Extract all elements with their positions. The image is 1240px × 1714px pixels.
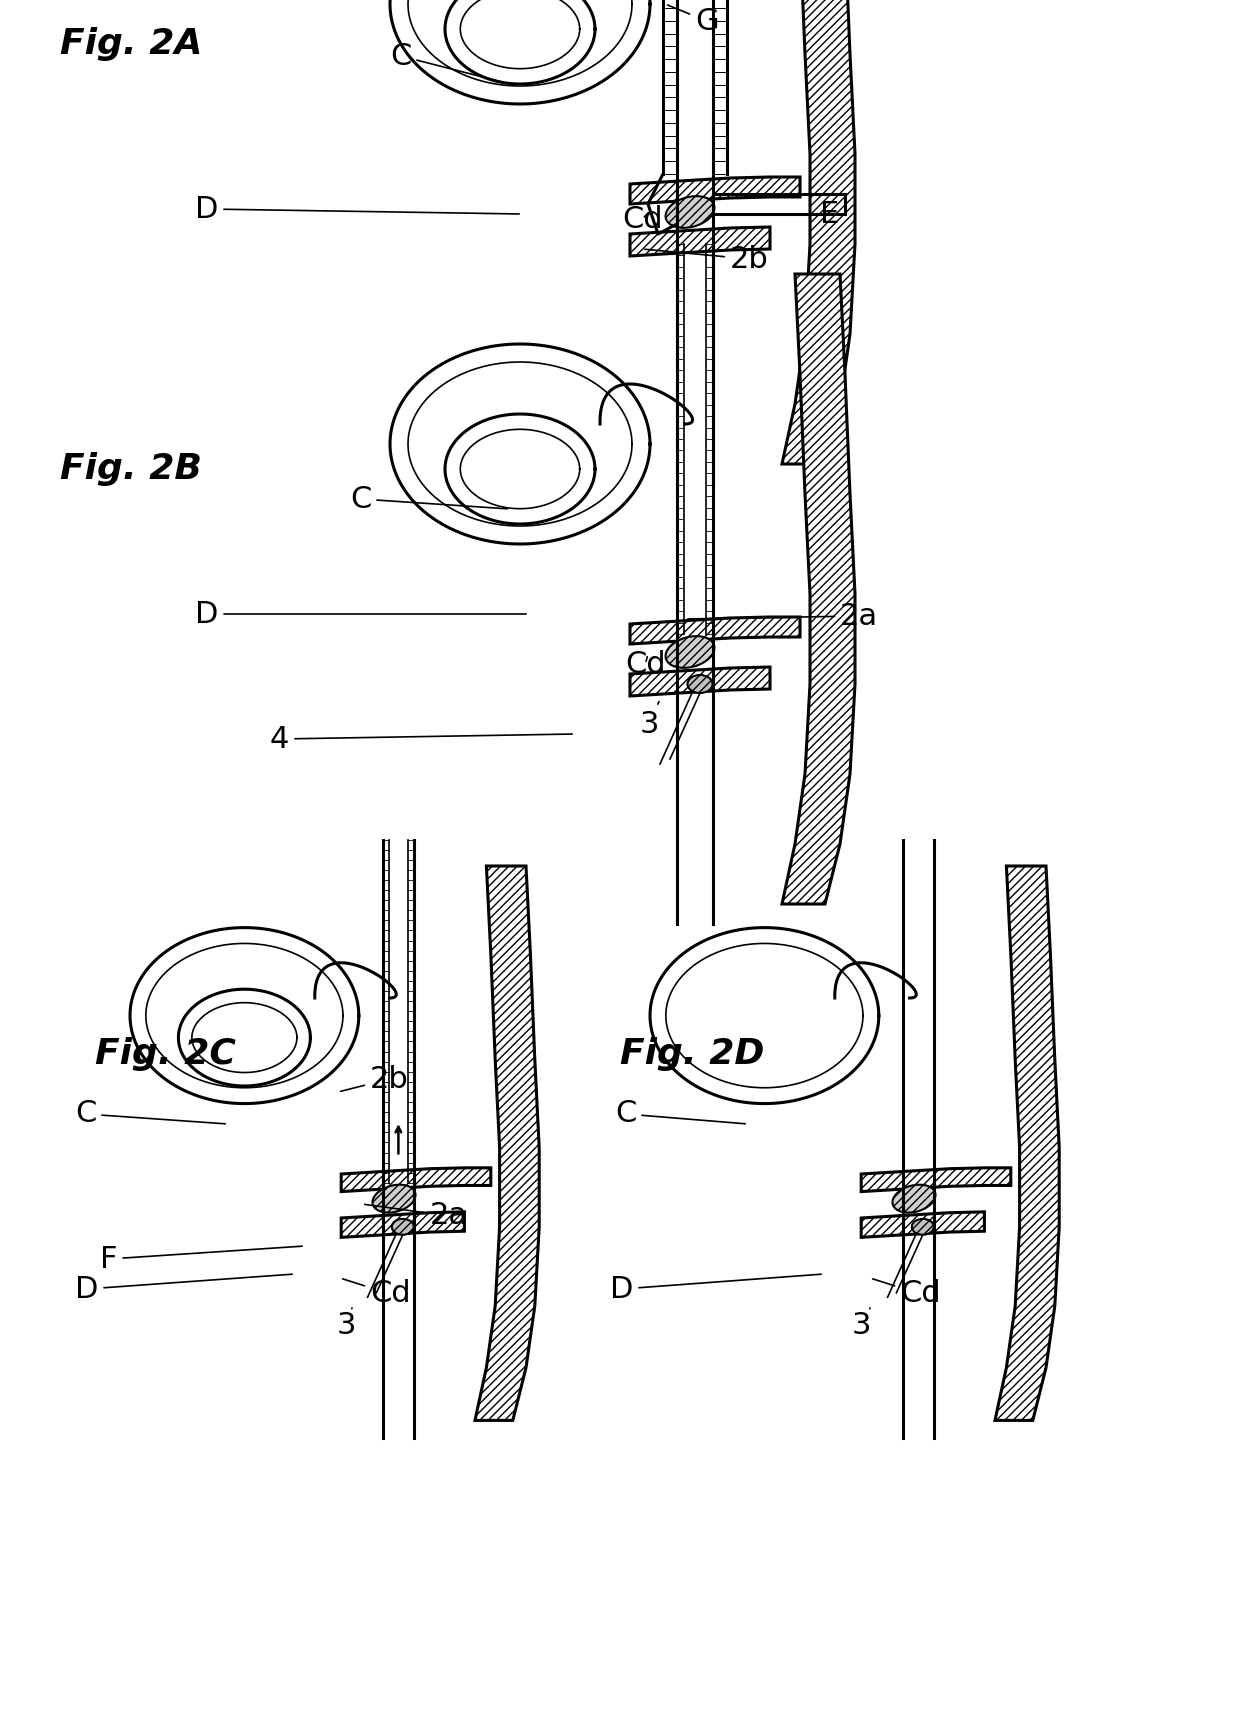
Ellipse shape	[687, 675, 713, 692]
Text: 3: 3	[337, 1308, 357, 1340]
Ellipse shape	[666, 636, 714, 668]
Text: C: C	[350, 485, 507, 514]
Polygon shape	[782, 274, 856, 903]
Text: Cd: Cd	[873, 1279, 941, 1308]
Text: 4: 4	[270, 725, 572, 754]
Ellipse shape	[893, 1184, 935, 1212]
Text: E: E	[792, 199, 839, 228]
Polygon shape	[994, 866, 1059, 1421]
Polygon shape	[341, 1212, 465, 1238]
Polygon shape	[475, 866, 539, 1421]
Polygon shape	[862, 1167, 1011, 1191]
Text: Fig. 2A: Fig. 2A	[60, 27, 202, 62]
Text: 2b: 2b	[645, 245, 769, 274]
Text: Fig. 2B: Fig. 2B	[60, 452, 202, 487]
Ellipse shape	[666, 195, 714, 228]
Ellipse shape	[911, 1219, 934, 1234]
Text: D: D	[74, 1274, 293, 1304]
Polygon shape	[341, 1167, 491, 1191]
Text: Fig. 2D: Fig. 2D	[620, 1037, 764, 1071]
Text: 2a: 2a	[365, 1202, 469, 1231]
Polygon shape	[630, 617, 800, 644]
Text: C: C	[391, 41, 507, 84]
Text: F: F	[100, 1244, 303, 1274]
Text: G: G	[667, 5, 719, 36]
Text: 2a: 2a	[688, 602, 878, 631]
Polygon shape	[782, 0, 856, 464]
Text: C: C	[615, 1099, 745, 1128]
Text: Cd: Cd	[342, 1279, 410, 1308]
Ellipse shape	[372, 1184, 415, 1212]
Text: C: C	[74, 1099, 226, 1128]
Text: 3: 3	[640, 701, 660, 739]
Polygon shape	[630, 226, 770, 255]
Text: Fig. 2C: Fig. 2C	[95, 1037, 236, 1071]
Polygon shape	[630, 177, 800, 204]
Text: Cd: Cd	[622, 204, 662, 233]
Ellipse shape	[392, 1219, 414, 1234]
Text: D: D	[195, 194, 520, 223]
Text: 3: 3	[852, 1308, 872, 1340]
Text: 2b: 2b	[341, 1064, 409, 1094]
Text: D: D	[195, 600, 526, 629]
Text: D: D	[610, 1274, 821, 1304]
Polygon shape	[630, 667, 770, 696]
Polygon shape	[862, 1212, 985, 1238]
Text: Cd: Cd	[625, 650, 666, 679]
